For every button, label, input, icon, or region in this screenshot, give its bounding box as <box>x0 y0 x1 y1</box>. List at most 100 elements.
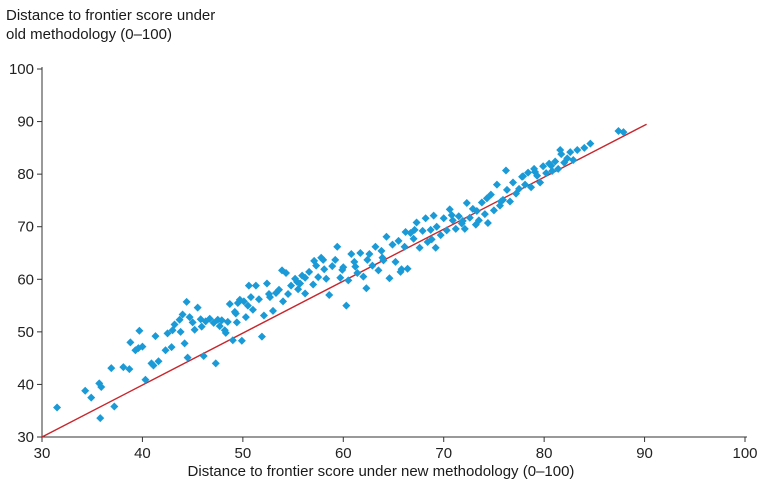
data-point <box>363 255 372 264</box>
data-point <box>573 145 582 154</box>
data-point <box>110 402 119 411</box>
y-tick-label: 80 <box>17 166 34 183</box>
data-point <box>322 274 331 283</box>
data-point <box>482 194 491 203</box>
data-point <box>378 253 387 262</box>
data-point <box>421 214 430 223</box>
data-point <box>170 320 179 329</box>
data-point <box>243 301 252 310</box>
data-point <box>347 250 356 259</box>
data-point <box>320 265 329 274</box>
data-point <box>175 315 184 324</box>
data-point <box>310 256 319 265</box>
data-point <box>388 240 397 249</box>
data-point <box>278 266 287 275</box>
y-tick-label: 40 <box>17 376 34 393</box>
data-point <box>556 145 565 154</box>
data-point <box>536 178 545 187</box>
data-point <box>429 211 438 220</box>
data-point <box>515 184 524 193</box>
data-point <box>432 222 441 231</box>
data-point <box>248 305 257 314</box>
data-point <box>264 290 273 299</box>
y-tick-label: 50 <box>17 324 34 341</box>
data-point <box>394 236 403 245</box>
data-point <box>331 255 340 264</box>
data-point <box>396 267 405 276</box>
x-tick-label: 50 <box>235 445 252 460</box>
data-point <box>246 293 255 302</box>
data-point <box>151 332 160 341</box>
data-point <box>385 274 394 283</box>
data-point <box>135 326 144 335</box>
data-point <box>566 148 575 157</box>
data-point <box>454 212 463 221</box>
data-point <box>483 219 492 228</box>
data-point <box>356 249 365 257</box>
data-point <box>244 281 253 290</box>
data-point <box>301 289 310 298</box>
data-point <box>426 225 435 234</box>
data-point <box>223 317 232 326</box>
data-point <box>230 307 239 316</box>
x-tick-label: 100 <box>732 445 757 460</box>
data-point <box>462 199 471 208</box>
data-point <box>185 313 194 322</box>
data-point <box>509 178 518 187</box>
data-point <box>119 363 128 372</box>
data-point <box>53 403 62 412</box>
y-tick-label: 100 <box>9 61 34 78</box>
data-point <box>284 290 293 299</box>
data-point <box>239 297 248 306</box>
data-point <box>294 285 303 294</box>
x-tick-label: 80 <box>536 445 553 460</box>
data-point <box>371 242 380 251</box>
data-point <box>472 206 481 215</box>
data-point <box>489 206 498 215</box>
data-point <box>161 346 170 355</box>
data-point <box>167 343 176 352</box>
data-point <box>519 172 528 181</box>
data-point <box>87 393 96 402</box>
data-point <box>178 310 187 319</box>
data-point <box>344 276 353 285</box>
scatter-chart: 30 40 50 60 70 80 90 100 30 40 50 60 70 80 90 100 <box>9 61 758 460</box>
data-point <box>196 315 205 324</box>
x-axis-title: Distance to frontier score under new met… <box>187 463 575 480</box>
data-point <box>401 227 410 236</box>
data-point <box>391 257 400 266</box>
data-point <box>447 211 456 220</box>
data-point <box>225 299 234 308</box>
data-point <box>377 246 386 255</box>
data-point <box>138 342 147 351</box>
data-point <box>563 154 572 163</box>
data-point <box>569 155 578 164</box>
data-point <box>415 243 424 252</box>
data-point <box>539 162 548 171</box>
y-tick-label: 30 <box>17 429 34 446</box>
data-point <box>382 232 391 241</box>
data-point <box>368 261 377 270</box>
data-point <box>154 357 163 366</box>
data-point <box>496 197 505 206</box>
data-point <box>492 180 501 189</box>
data-point <box>554 164 563 173</box>
data-point <box>342 301 351 310</box>
data-point <box>521 180 530 189</box>
y-tick-label: 60 <box>17 271 34 288</box>
data-point <box>439 214 448 223</box>
data-point <box>403 264 412 273</box>
data-point <box>197 322 206 331</box>
data-point <box>418 226 427 235</box>
data-point <box>442 226 451 235</box>
x-tick-label: 90 <box>636 445 653 460</box>
data-point <box>333 242 342 251</box>
data-point <box>211 359 220 368</box>
data-point <box>190 325 199 334</box>
data-point <box>319 255 328 264</box>
data-point <box>205 314 214 323</box>
data-point <box>259 311 268 320</box>
data-point <box>436 231 445 240</box>
data-point <box>301 273 310 282</box>
data-point <box>460 224 469 233</box>
